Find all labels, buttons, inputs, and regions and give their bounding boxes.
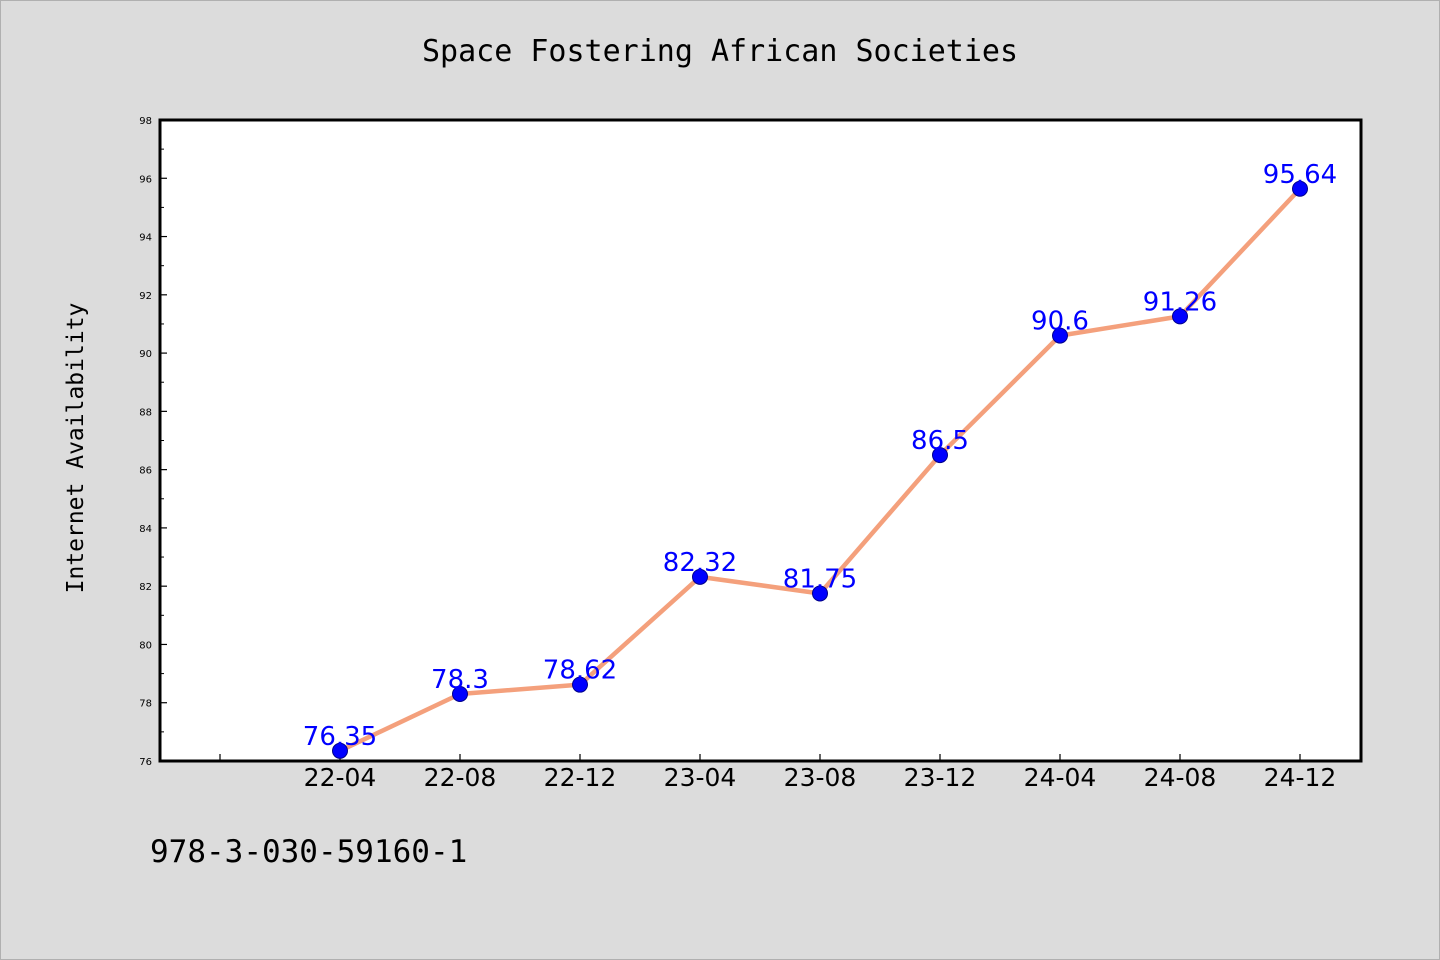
x-tick-label: 23-08 [784,763,857,792]
data-point [932,447,948,464]
y-tick-label: 86 [139,466,152,477]
series-markers [332,180,1308,759]
y-tick-label: 78 [139,699,152,710]
y-tick-label: 94 [139,233,152,244]
data-point [332,742,348,759]
y-tick-label: 98 [139,116,152,127]
y-tick-label: 84 [139,524,152,535]
x-tick-label: 22-08 [424,763,497,792]
data-point [572,676,588,693]
data-label: 78.62 [543,656,617,686]
x-tick-label: 23-04 [664,763,737,792]
y-tick-label: 82 [139,582,152,593]
plot-area [158,118,1363,763]
y-axis: 76 78 80 82 84 86 88 90 92 94 96 98 [139,116,167,768]
y-tick-label: 90 [139,349,152,360]
data-point [692,568,708,585]
x-tick-label: 23-12 [904,763,977,792]
y-tick-label: 92 [139,291,152,302]
data-point [812,585,828,602]
data-label: 95.64 [1263,160,1337,190]
y-tick-label: 76 [139,757,152,768]
y-tick-label: 88 [139,407,152,418]
x-tick-label: 24-12 [1264,763,1337,792]
x-tick-label: 22-04 [304,763,377,792]
data-label: 90.6 [1031,307,1089,337]
data-label: 81.75 [783,564,857,594]
x-axis: 22-04 22-08 22-12 23-04 23-08 23-12 24-04 24-08… [219,754,1337,792]
data-label: 82.32 [663,548,737,578]
data-point [1052,327,1068,344]
data-point [1172,308,1188,325]
data-label: 86.5 [911,426,969,456]
data-label: 78.3 [431,665,489,695]
x-tick-label: 24-04 [1024,763,1097,792]
data-label: 76.35 [303,722,377,752]
y-tick-label: 80 [139,640,152,651]
data-labels: 76.35 78.3 78.62 82.32 81.75 86.5 90.6 91.26 95.… [303,160,1337,752]
x-tick-label: 22-12 [544,763,617,792]
chart-title: Space Fostering African Societies [421,34,1019,69]
y-tick-label: 96 [139,174,152,185]
x-tick-label: 24-08 [1144,763,1217,792]
data-point [452,685,468,702]
data-label: 91.26 [1143,287,1217,317]
data-point [1292,180,1308,197]
footnote-isbn: 978-3-030-59160-1 [150,834,468,870]
